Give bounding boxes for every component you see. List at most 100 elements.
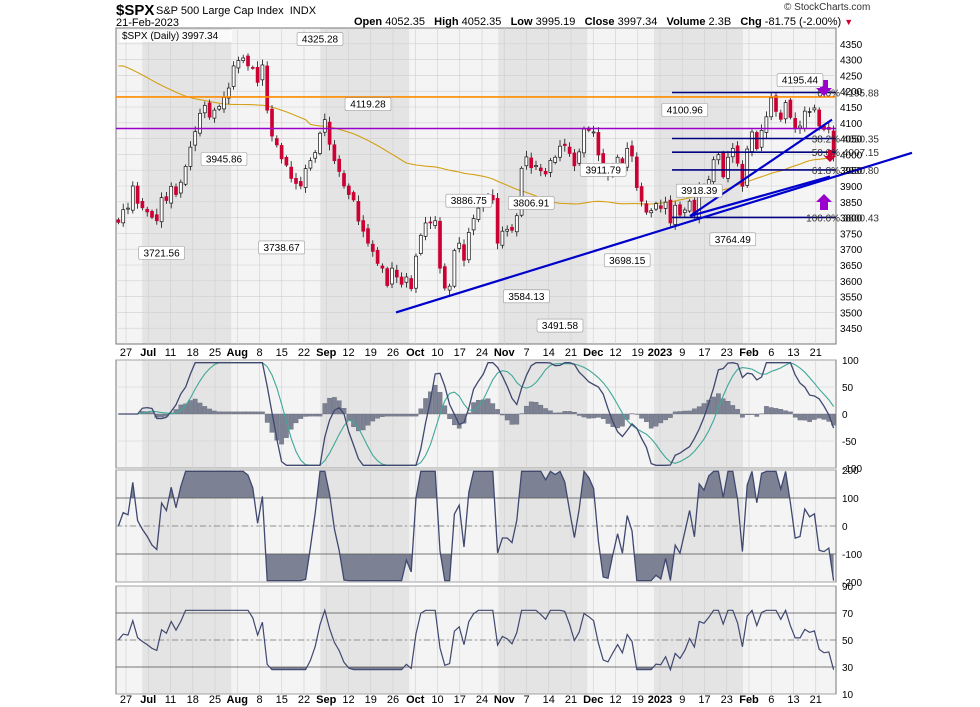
candle-body bbox=[193, 131, 198, 146]
open-value: 4052.35 bbox=[385, 16, 425, 28]
macd-histogram-bar bbox=[586, 413, 592, 419]
macd-histogram-bar bbox=[509, 413, 515, 425]
macd-histogram-bar bbox=[725, 400, 731, 415]
macd-histogram-bar bbox=[576, 413, 582, 416]
candle-body bbox=[774, 95, 778, 112]
macd-histogram-bar bbox=[696, 406, 702, 415]
candle-body bbox=[342, 173, 346, 187]
x-tick-label-bottom: Aug bbox=[227, 694, 248, 706]
macd-histogram-bar bbox=[322, 403, 328, 415]
macd-histogram-bar bbox=[802, 413, 808, 421]
fib-label: 100.0% 3800.43 bbox=[806, 213, 879, 224]
candle-body bbox=[284, 156, 289, 166]
candle-body bbox=[548, 160, 553, 173]
macd-histogram-bar bbox=[360, 413, 366, 431]
macd-histogram-bar bbox=[831, 413, 836, 426]
volume-label: Volume bbox=[666, 16, 706, 28]
candle-body bbox=[519, 167, 524, 216]
y-tick-label: 100 bbox=[842, 494, 859, 505]
price-label: 3806.91 bbox=[513, 198, 550, 209]
macd-histogram-bar bbox=[591, 413, 596, 419]
chart-series bbox=[116, 53, 836, 672]
candle-body bbox=[318, 132, 322, 154]
price-label: 3886.75 bbox=[451, 196, 488, 207]
candle-body bbox=[750, 131, 754, 152]
fib-label: 0.0% 4195.88 bbox=[817, 89, 879, 100]
macd-histogram-bar bbox=[279, 413, 284, 445]
macd-histogram-bar bbox=[687, 410, 692, 415]
fib-percent: 100.0% bbox=[806, 213, 840, 224]
candle-body bbox=[639, 186, 644, 202]
price-label-box bbox=[200, 152, 248, 166]
fib-percent: 61.8% bbox=[812, 166, 840, 177]
macd-histogram-bar bbox=[524, 405, 529, 415]
high-value: 4052.35 bbox=[461, 16, 502, 28]
candle-body bbox=[462, 244, 466, 261]
candle-body bbox=[668, 199, 673, 224]
candle-body bbox=[241, 57, 246, 61]
x-tick-label: 25 bbox=[209, 347, 221, 359]
candle-body bbox=[740, 163, 745, 187]
x-tick-label: 18 bbox=[187, 347, 199, 359]
macd-histogram-bar bbox=[303, 413, 308, 417]
candle-body bbox=[682, 209, 687, 213]
y-tick-label: 3500 bbox=[840, 308, 863, 319]
fib-percent: 50.0% bbox=[812, 148, 840, 159]
x-tick-label: Aug bbox=[227, 347, 248, 359]
macd-histogram-bar bbox=[797, 413, 803, 421]
macd-histogram-bar bbox=[567, 411, 572, 415]
macd-histogram-bar bbox=[783, 410, 788, 415]
price-label-box bbox=[675, 183, 723, 198]
macd-histogram-bar bbox=[183, 403, 188, 415]
candle-body bbox=[788, 99, 793, 118]
trendline bbox=[689, 118, 833, 217]
macd-histogram-bar bbox=[500, 413, 505, 416]
x-tick-label-bottom: Feb bbox=[739, 694, 759, 706]
macd-histogram-bar bbox=[351, 413, 356, 428]
x-tick-label-bottom: 9 bbox=[679, 694, 685, 706]
candle-body bbox=[654, 203, 658, 210]
candle-body bbox=[135, 185, 140, 204]
candle-body bbox=[630, 145, 634, 157]
macd-histogram-bar bbox=[677, 411, 683, 415]
macd-histogram-bar bbox=[212, 410, 217, 415]
macd-histogram-bar bbox=[408, 413, 414, 417]
candle-body bbox=[524, 156, 529, 167]
candle-body bbox=[174, 186, 178, 195]
close-value: 3997.34 bbox=[617, 16, 658, 28]
macd-histogram-bar bbox=[605, 413, 611, 424]
candle-body bbox=[577, 151, 582, 164]
x-tick-label-bottom: 27 bbox=[120, 694, 132, 706]
candle-body bbox=[817, 109, 822, 127]
macd-histogram-bar bbox=[716, 393, 721, 415]
candle-body bbox=[217, 106, 222, 110]
candle-body bbox=[265, 65, 270, 111]
macd-histogram-bar bbox=[192, 398, 198, 415]
candle-body bbox=[495, 198, 500, 244]
macd-histogram-bar bbox=[399, 413, 404, 417]
candle-body bbox=[150, 211, 154, 218]
candle-body bbox=[140, 201, 145, 209]
chg-value: -81.75 (-2.00%) bbox=[764, 16, 842, 28]
macd-histogram-bar bbox=[701, 403, 707, 415]
cci-line bbox=[117, 469, 835, 582]
x-tick-label: 7 bbox=[523, 347, 529, 359]
y-tick-label: 3650 bbox=[840, 261, 863, 272]
macd-histogram-bar bbox=[317, 413, 323, 417]
macd-histogram-bar bbox=[821, 413, 827, 420]
x-tick-label: Oct bbox=[406, 347, 425, 359]
macd-histogram-bar bbox=[312, 413, 318, 417]
y-tick-label: 3800 bbox=[840, 214, 863, 225]
x-tick-label-bottom: 19 bbox=[632, 694, 644, 706]
x-tick-label: 6 bbox=[768, 347, 774, 359]
macd-histogram-bar bbox=[293, 413, 299, 424]
macd-histogram-bar bbox=[528, 401, 534, 415]
candle-body bbox=[567, 146, 572, 154]
candle-body bbox=[572, 152, 577, 167]
brand-watermark: © StockCharts.com bbox=[784, 2, 871, 13]
candle-body bbox=[121, 209, 126, 224]
candle-body bbox=[438, 220, 442, 269]
price-label: 3945.86 bbox=[206, 155, 243, 166]
